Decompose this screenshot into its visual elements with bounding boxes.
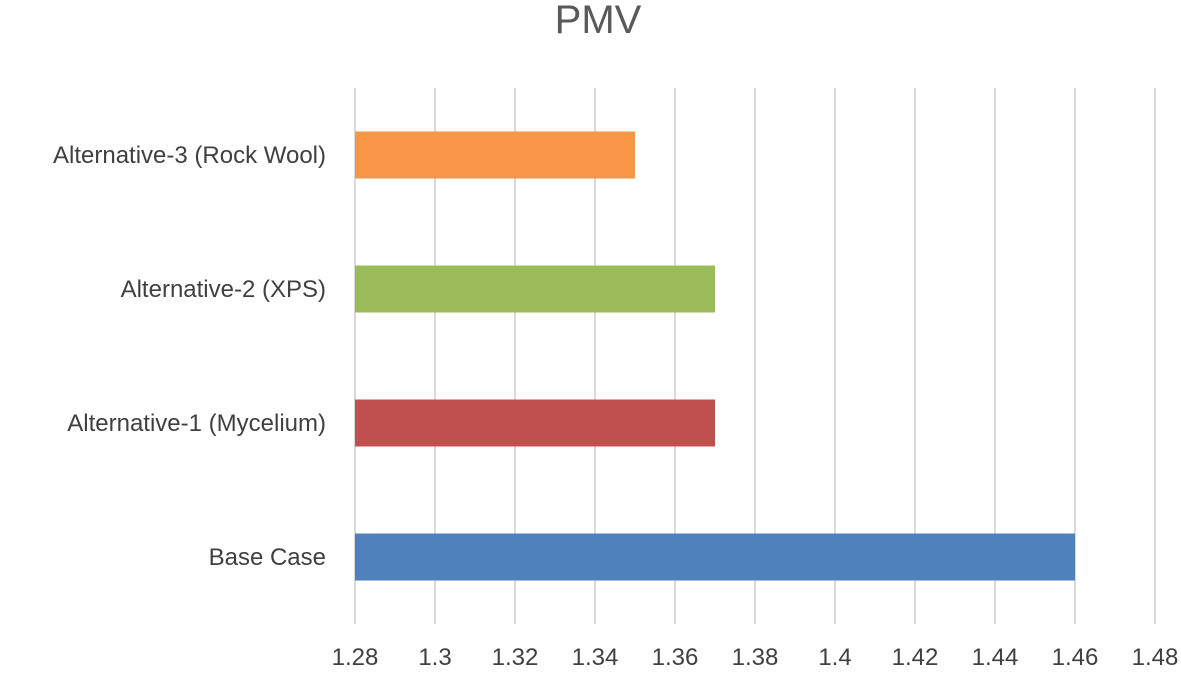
chart-title: PMV bbox=[555, 0, 642, 42]
x-tick-label: 1.32 bbox=[492, 644, 539, 671]
x-tick-label: 1.36 bbox=[652, 644, 699, 671]
bar bbox=[355, 533, 1075, 581]
bar bbox=[355, 265, 715, 313]
x-tick-label: 1.34 bbox=[572, 644, 619, 671]
x-tick-label: 1.46 bbox=[1052, 644, 1099, 671]
x-tick-label: 1.38 bbox=[732, 644, 779, 671]
x-axis-tick-labels: 1.28 1.3 1.32 1.34 1.36 1.38 1.4 1.42 1.44 1.46 1.… bbox=[332, 644, 1179, 671]
bars bbox=[355, 131, 1075, 581]
x-tick-label: 1.48 bbox=[1132, 644, 1179, 671]
x-tick-label: 1.42 bbox=[892, 644, 939, 671]
x-tick-label: 1.44 bbox=[972, 644, 1019, 671]
x-tick-label: 1.4 bbox=[818, 644, 851, 671]
x-tick-label: 1.3 bbox=[418, 644, 451, 671]
category-label: Base Case bbox=[209, 544, 326, 571]
category-labels: Base Case Alternative-1 (Mycelium) Alterna… bbox=[53, 142, 326, 571]
bar bbox=[355, 131, 635, 179]
category-label: Alternative-3 (Rock Wool) bbox=[53, 142, 326, 169]
category-label: Alternative-1 (Mycelium) bbox=[67, 410, 326, 437]
bar bbox=[355, 399, 715, 447]
x-tick-label: 1.28 bbox=[332, 644, 379, 671]
category-label: Alternative-2 (XPS) bbox=[121, 276, 326, 303]
